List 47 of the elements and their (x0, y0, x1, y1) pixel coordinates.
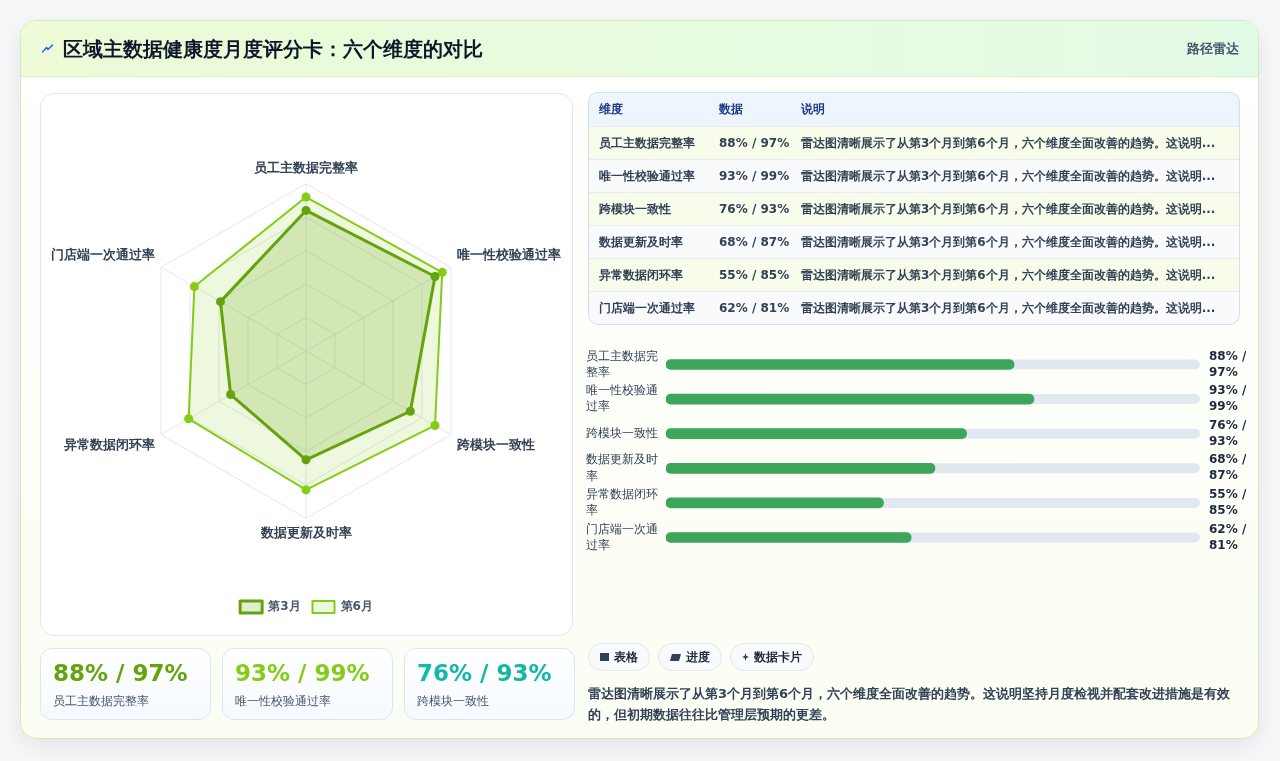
text: 雷达图清晰展示了从第3个月到第6个月，六个维度全面改善的趋势。这说明坚持月度检视并配套改进措施是有效的，但初期数据往往比管理层预期的更差。 (588, 685, 1232, 724)
text: 76% / 93% (417, 660, 552, 686)
data-label: 68% / 87% (1209, 452, 1247, 483)
spoke-label: 唯一性校验通过率 (457, 247, 561, 263)
spoke-label: 数据更新及时率 (259, 524, 352, 540)
data-label: 93% / 99% (1209, 383, 1247, 414)
text: 维度 (598, 101, 624, 118)
text: 88% / 97% (53, 660, 188, 686)
text: 雷达图清晰展示了从第3个月到第6个月，六个维度全面改善的趋势。这说明... (791, 291, 1239, 324)
text: 88% / 97% (719, 136, 790, 150)
y-tick-label: 跨模块一致性 (586, 425, 658, 440)
legend-label: 第6月 (339, 599, 373, 614)
text: 雷达图清晰展示了从第3个月到第6个月，六个维度全面改善的趋势。这说明... (791, 159, 1239, 193)
text: 说明 (800, 101, 826, 118)
category-label: 唯一性校验通过率 (235, 693, 331, 710)
text: 雷达图清晰展示了从第3个月到第6个月，六个维度全面改善的趋势。这说明... (791, 126, 1239, 160)
data-label: 55% / 85% (1209, 487, 1247, 518)
spoke-label: 异常数据闭环率 (63, 437, 155, 453)
text: 雷达图清晰展示了从第3个月到第6个月，六个维度全面改善的趋势。这说明... (791, 225, 1239, 259)
y-tick-label: 异常数据闭环率 (586, 486, 658, 518)
category-label: 员工主数据完整率 (53, 693, 149, 710)
text: 路径雷达 (1187, 40, 1239, 58)
y-tick-label: 数据更新及时率 (586, 452, 658, 483)
spoke-label: 门店端一次通过率 (51, 247, 155, 263)
text: 雷达图清晰展示了从第3个月到第6个月，六个维度全面改善的趋势。这说明... (791, 192, 1239, 226)
text: 55% / 85% (719, 268, 790, 282)
data-label: 62% / 81% (1209, 521, 1247, 552)
y-tick-label: 门店端一次通过率 (586, 521, 658, 552)
data-label: 76% / 93% (1209, 417, 1247, 448)
text: 93% / 99% (719, 169, 790, 183)
text: 93% / 99% (235, 660, 370, 686)
legend-label: 第3月 (267, 599, 301, 614)
text: 数据 (718, 101, 744, 118)
category-label: 跨模块一致性 (417, 693, 489, 710)
text: 68% / 87% (719, 235, 790, 249)
text: 76% / 93% (719, 202, 790, 216)
data-label: 88% / 97% (1209, 348, 1247, 379)
text: 62% / 81% (719, 301, 790, 315)
y-tick-label: 唯一性校验通过率 (586, 383, 658, 414)
text: 雷达图清晰展示了从第3个月到第6个月，六个维度全面改善的趋势。这说明... (791, 258, 1239, 292)
text: 区域主数据健康度月度评分卡：六个维度的对比 (63, 36, 483, 62)
text: 数据卡片 (754, 648, 802, 666)
text: 表格 (614, 648, 638, 666)
spoke-label: 跨模块一致性 (456, 437, 535, 453)
text: 进度 (686, 648, 710, 666)
y-tick-label: 员工主数据完整率 (586, 348, 658, 379)
spoke-label: 员工主数据完整率 (254, 160, 358, 176)
